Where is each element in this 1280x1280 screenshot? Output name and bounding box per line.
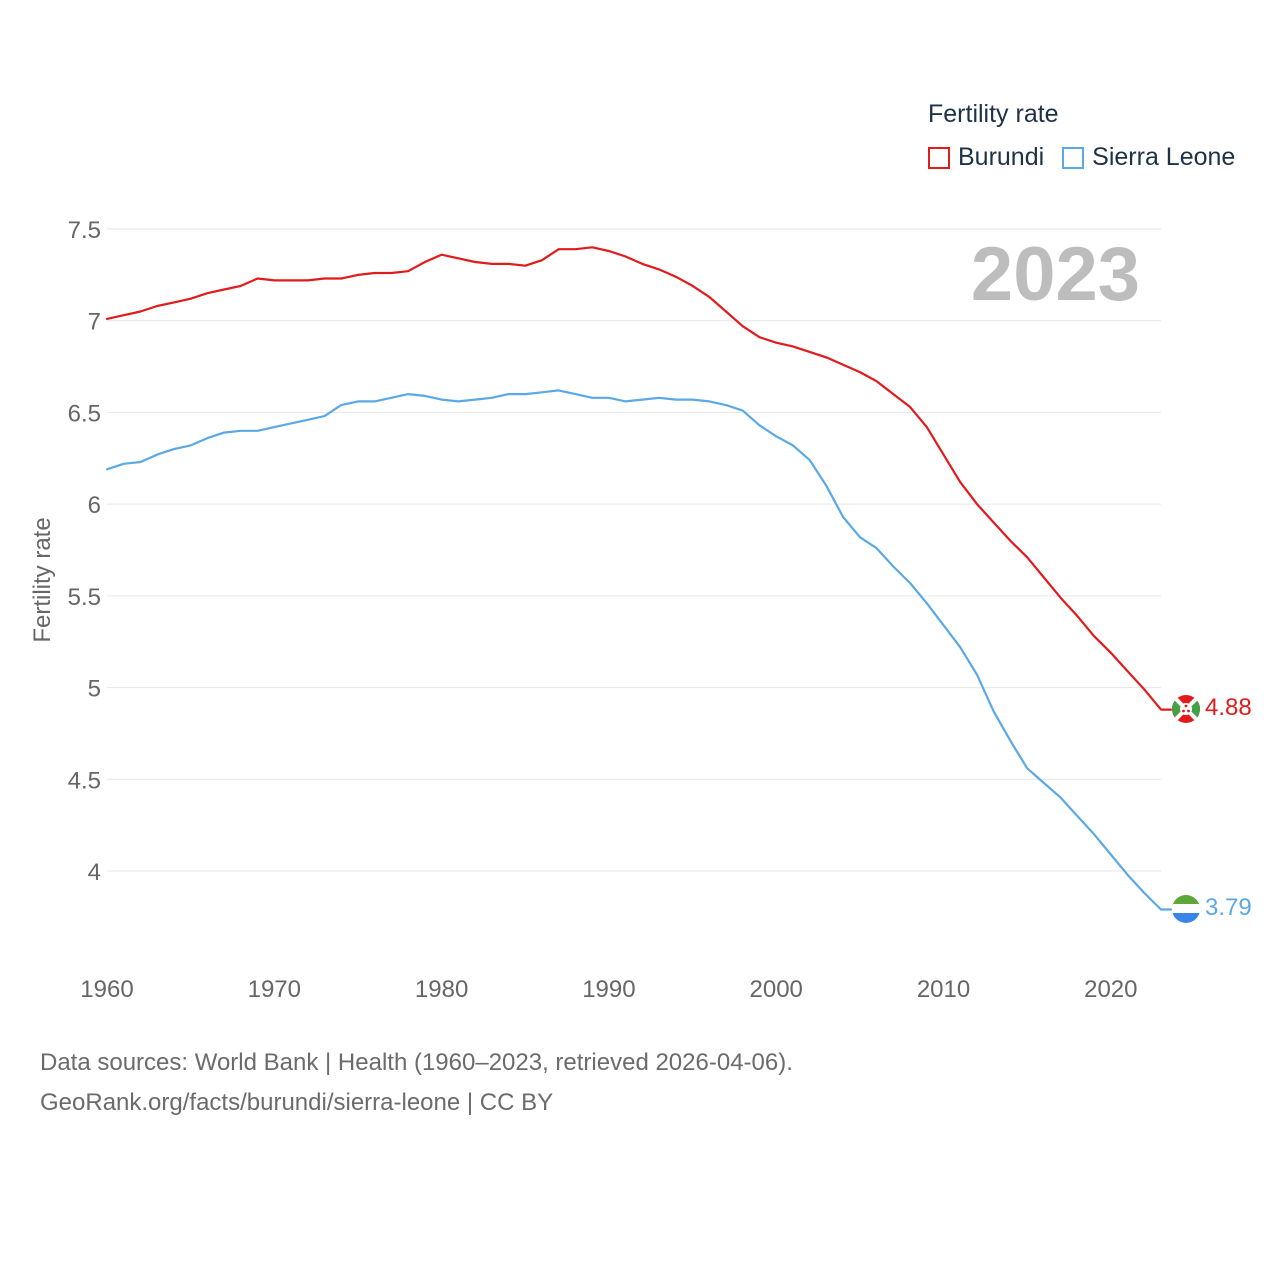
y-tick-label: 5.5 xyxy=(68,584,101,611)
legend-item-burundi[interactable]: Burundi xyxy=(928,143,1044,172)
source-footer: Data sources: World Bank | Health (1960–… xyxy=(40,1043,793,1123)
y-tick-label: 7 xyxy=(88,309,101,336)
x-tick-label: 2010 xyxy=(917,976,970,1003)
y-tick-label: 4 xyxy=(88,859,101,886)
x-tick-label: 1970 xyxy=(248,976,301,1003)
x-tick-label: 2000 xyxy=(750,976,803,1003)
sierra-leone-swatch xyxy=(1062,146,1085,169)
y-tick-label: 7.5 xyxy=(68,217,101,244)
gridlines xyxy=(107,228,1161,872)
x-tick-label: 2020 xyxy=(1084,976,1137,1003)
x-tick-label: 1980 xyxy=(415,976,468,1003)
burundi-flag-icon xyxy=(1172,695,1200,723)
source-line: Data sources: World Bank | Health (1960–… xyxy=(40,1049,793,1076)
burundi-end-value-label: 4.88 xyxy=(1205,694,1252,721)
x-tick-label: 1990 xyxy=(582,976,635,1003)
source-link[interactable]: GeoRank.org/facts/burundi/sierra-leone |… xyxy=(40,1089,554,1116)
y-axis-label: Fertility rate xyxy=(29,517,56,642)
series-line-sierra-leone[interactable] xyxy=(105,389,1173,911)
legend-label-burundi: Burundi xyxy=(958,143,1045,171)
y-tick-label: 5 xyxy=(88,676,101,703)
sierra-leone-end-value-label: 3.79 xyxy=(1205,894,1252,921)
year-watermark: 2023 xyxy=(971,232,1140,317)
legend-label-sierra-leone: Sierra Leone xyxy=(1092,143,1236,171)
legend-title: Fertility rate xyxy=(928,100,1059,128)
y-tick-label: 6.5 xyxy=(68,400,101,427)
y-tick-label: 4.5 xyxy=(68,767,101,794)
legend: Burundi Sierra Leone xyxy=(928,143,1253,172)
x-axis-ticks: 1960 1970 1980 1990 2000 2010 2020 xyxy=(80,976,1137,1003)
sierra-leone-flag-icon xyxy=(1172,895,1200,923)
legend-item-sierra-leone[interactable]: Sierra Leone xyxy=(1062,143,1235,172)
series-line-burundi[interactable] xyxy=(105,246,1173,711)
x-tick-label: 1960 xyxy=(80,976,133,1003)
burundi-swatch xyxy=(928,146,950,169)
y-tick-label: 6 xyxy=(88,492,101,519)
series-lines xyxy=(105,246,1173,911)
y-axis-ticks: 4 4.5 5 5.5 6 6.5 7 7.5 xyxy=(68,217,101,886)
